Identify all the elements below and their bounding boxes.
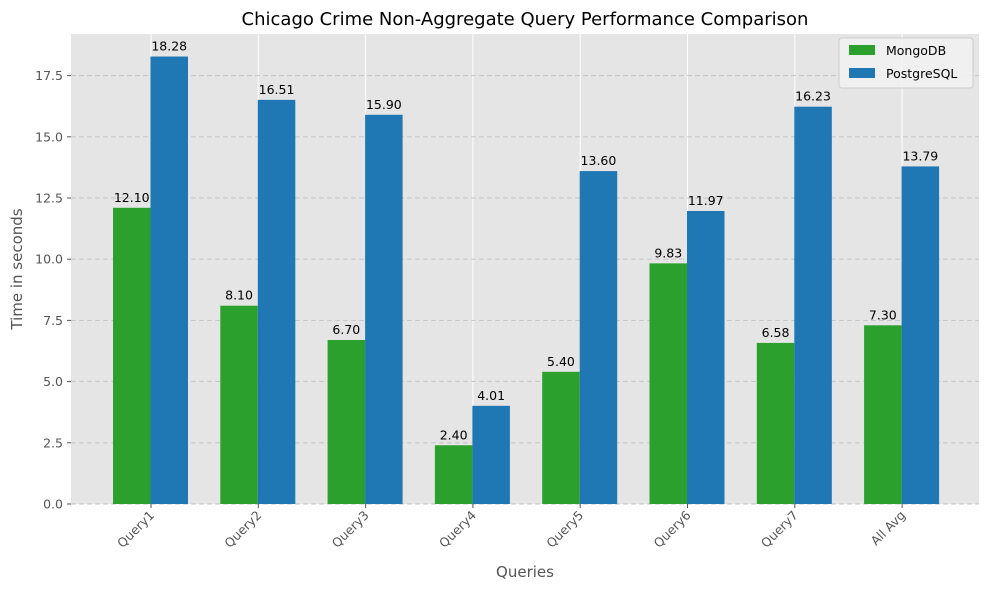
- legend-swatch-postgresql: [849, 68, 875, 78]
- data-label-mongodb-query6: 9.83: [654, 245, 682, 260]
- data-label-mongodb-all-avg: 7.30: [869, 307, 897, 322]
- y-tick-label: 15.0: [35, 129, 63, 144]
- data-label-postgresql-query3: 15.90: [366, 97, 402, 112]
- x-tick-label-query1: Query1: [114, 508, 157, 551]
- data-label-postgresql-query6: 11.97: [688, 193, 724, 208]
- data-label-postgresql-query4: 4.01: [477, 388, 505, 403]
- legend: MongoDB PostgreSQL: [838, 37, 974, 89]
- legend-label-mongodb: MongoDB: [886, 43, 946, 58]
- plot-background: [71, 34, 979, 504]
- bar-mongodb-query4: [434, 445, 473, 504]
- bar-mongodb-all-avg: [864, 325, 902, 504]
- bar-postgresql-query6: [687, 210, 725, 504]
- data-label-mongodb-query3: 6.70: [332, 322, 360, 337]
- y-tick-label: 17.5: [35, 68, 63, 83]
- x-tick-label-query3: Query3: [329, 508, 372, 551]
- bar-mongodb-query6: [649, 263, 687, 504]
- data-label-mongodb-query5: 5.40: [547, 354, 575, 369]
- data-label-mongodb-query1: 12.10: [114, 190, 150, 205]
- chart-title: Chicago Crime Non-Aggregate Query Perfor…: [242, 9, 809, 30]
- bars: [113, 56, 940, 505]
- y-tick-label: 0.0: [43, 497, 63, 512]
- y-tick-label: 7.5: [43, 313, 63, 328]
- bar-postgresql-query7: [794, 106, 832, 504]
- x-axis-label: Queries: [496, 563, 554, 581]
- data-label-postgresql-query2: 16.51: [259, 82, 295, 97]
- data-label-mongodb-query2: 8.10: [225, 288, 253, 303]
- bar-postgresql-query3: [365, 114, 403, 504]
- bar-postgresql-query2: [257, 99, 296, 504]
- bar-postgresql-query1: [150, 56, 188, 504]
- data-label-postgresql-query5: 13.60: [581, 153, 617, 168]
- bar-mongodb-query3: [327, 339, 366, 504]
- bar-postgresql-query5: [579, 171, 618, 505]
- x-tick-label-query4: Query4: [436, 507, 479, 550]
- x-axis: Query1 Query2 Query3 Query4 Query5 Query6 Quer…: [114, 504, 908, 551]
- x-tick-label-query5: Query5: [543, 508, 586, 551]
- bar-mongodb-query7: [756, 342, 795, 504]
- data-label-mongodb-query4: 2.40: [440, 427, 468, 442]
- data-label-postgresql-all-avg: 13.79: [902, 148, 938, 163]
- bar-postgresql-query4: [472, 405, 510, 504]
- data-label-postgresql-query7: 16.23: [795, 89, 831, 104]
- y-axis-label: Time in seconds: [8, 208, 26, 330]
- legend-label-postgresql: PostgreSQL: [886, 66, 957, 81]
- x-tick-label-query7: Query7: [758, 508, 801, 551]
- x-tick-label-query6: Query6: [651, 507, 694, 550]
- x-tick-label-all-avg: All Avg: [867, 508, 908, 549]
- bar-mongodb-query5: [542, 371, 580, 504]
- y-tick-label: 10.0: [35, 252, 63, 267]
- y-tick-label: 12.5: [35, 191, 63, 206]
- data-label-mongodb-query7: 6.58: [762, 325, 790, 340]
- bar-postgresql-all-avg: [901, 166, 940, 504]
- data-labels: 12.10 8.10 6.70 2.40 5.40 9.83 6.58 7.30 18.28 16…: [114, 39, 938, 443]
- x-tick-label-query2: Query2: [221, 508, 264, 551]
- data-label-postgresql-query1: 18.28: [151, 39, 187, 54]
- y-tick-label: 5.0: [43, 374, 63, 389]
- bar-mongodb-query1: [113, 207, 151, 505]
- y-tick-label: 2.5: [43, 435, 63, 450]
- bar-mongodb-query2: [220, 305, 258, 504]
- legend-swatch-mongodb: [849, 45, 875, 55]
- y-axis: 0.0 2.5 5.0 7.5 10.0 12.5 15.0 17.5: [35, 68, 71, 512]
